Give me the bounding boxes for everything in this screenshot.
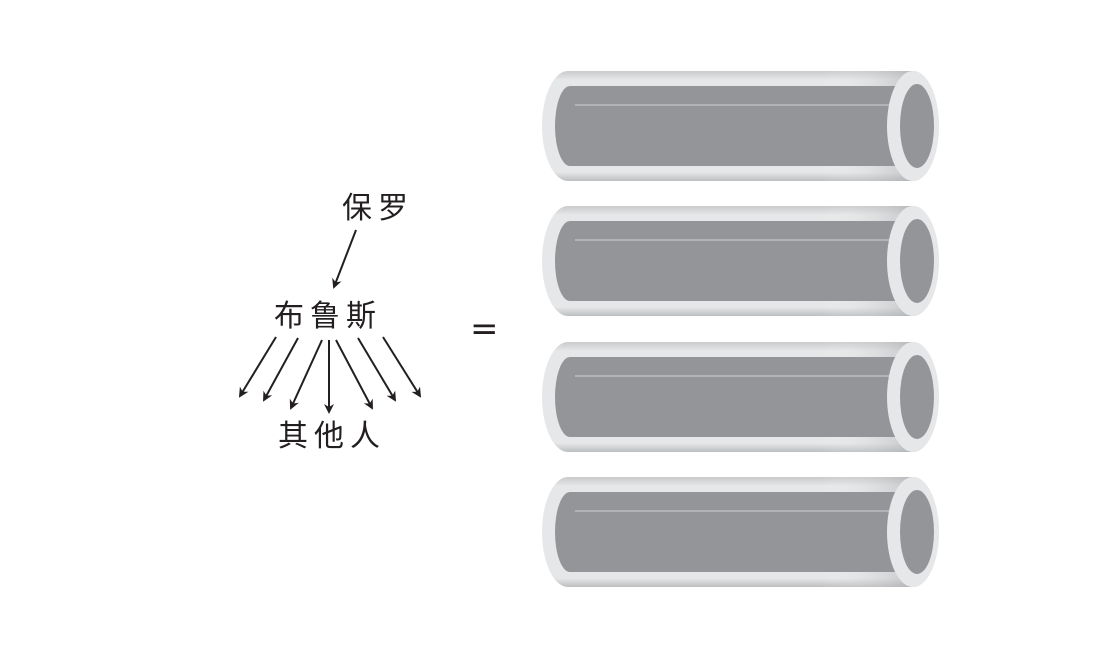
pipe-1 bbox=[541, 70, 940, 182]
equals-sign: = bbox=[470, 309, 499, 349]
arrow-down-2 bbox=[263, 337, 299, 402]
pipe-2 bbox=[541, 205, 940, 317]
arrow-down-3 bbox=[289, 339, 323, 410]
arrows-bruce-to-others bbox=[238, 336, 422, 414]
arrow-down-1 bbox=[238, 336, 277, 398]
arrow-paul-to-bruce bbox=[332, 229, 357, 289]
pipe-4 bbox=[541, 476, 940, 588]
arrow-down-6 bbox=[357, 337, 397, 402]
pipe-3 bbox=[541, 341, 940, 453]
arrow-down-7 bbox=[382, 336, 422, 398]
label-paul: 保罗 bbox=[342, 191, 414, 226]
arrow-down-5 bbox=[335, 339, 373, 410]
label-others: 其他人 bbox=[278, 419, 386, 454]
label-bruce: 布鲁斯 bbox=[274, 299, 382, 334]
